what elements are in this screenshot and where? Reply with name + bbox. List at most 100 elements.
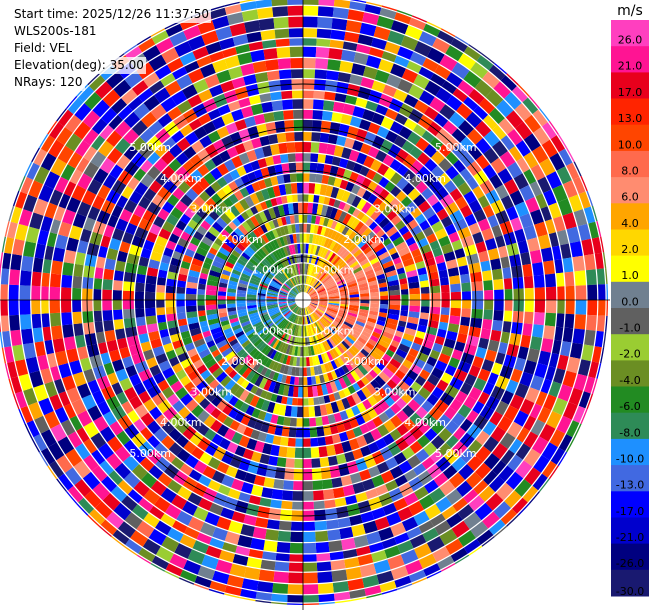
velocity-gate bbox=[288, 296, 296, 299]
velocity-gate bbox=[184, 342, 195, 352]
velocity-gate bbox=[305, 307, 308, 315]
velocity-gate bbox=[217, 233, 227, 243]
velocity-gate bbox=[143, 188, 157, 202]
velocity-gate bbox=[368, 369, 378, 379]
velocity-gate bbox=[127, 410, 140, 424]
velocity-gate bbox=[149, 80, 165, 95]
velocity-gate bbox=[213, 383, 224, 395]
velocity-gate bbox=[247, 416, 258, 429]
velocity-gate bbox=[389, 300, 401, 306]
velocity-gate bbox=[190, 169, 203, 182]
velocity-gate bbox=[329, 465, 341, 478]
velocity-gate bbox=[119, 208, 133, 223]
velocity-gate bbox=[63, 249, 77, 264]
velocity-gate bbox=[229, 338, 239, 347]
velocity-gate bbox=[415, 213, 427, 225]
velocity-gate bbox=[336, 279, 345, 285]
velocity-gate bbox=[416, 352, 429, 363]
velocity-gate bbox=[112, 529, 130, 545]
velocity-gate bbox=[19, 300, 31, 315]
velocity-gate bbox=[303, 386, 309, 398]
velocity-gate bbox=[247, 307, 258, 312]
velocity-gate bbox=[67, 431, 83, 448]
velocity-gate bbox=[330, 559, 346, 571]
velocity-gate bbox=[523, 431, 539, 448]
velocity-gate bbox=[226, 12, 244, 26]
velocity-gate bbox=[224, 531, 240, 545]
velocity-gate bbox=[288, 293, 296, 298]
velocity-gate bbox=[548, 232, 559, 248]
velocity-gate bbox=[272, 435, 282, 445]
velocity-gate bbox=[556, 166, 572, 185]
velocity-gate bbox=[41, 313, 50, 328]
velocity-gate bbox=[525, 197, 540, 213]
velocity-gate bbox=[254, 147, 265, 160]
velocity-gate bbox=[586, 314, 597, 331]
velocity-gate bbox=[450, 547, 468, 562]
velocity-gate bbox=[334, 93, 347, 103]
velocity-gate bbox=[193, 231, 204, 241]
velocity-gate bbox=[365, 169, 377, 180]
velocity-gate bbox=[148, 259, 160, 270]
velocity-gate bbox=[360, 214, 370, 224]
velocity-gate bbox=[93, 278, 103, 290]
velocity-gate bbox=[295, 286, 300, 294]
velocity-gate bbox=[393, 497, 408, 511]
velocity-gate bbox=[114, 462, 131, 480]
velocity-gate bbox=[446, 95, 463, 111]
velocity-gate bbox=[239, 351, 249, 361]
velocity-gate bbox=[320, 353, 327, 364]
velocity-gate bbox=[243, 74, 257, 86]
velocity-gate bbox=[206, 309, 218, 316]
velocity-gate bbox=[324, 499, 336, 509]
velocity-gate bbox=[546, 411, 562, 429]
velocity-gate bbox=[155, 37, 174, 54]
velocity-gate bbox=[245, 369, 256, 382]
velocity-gate bbox=[345, 228, 354, 238]
velocity-gate bbox=[515, 443, 531, 460]
velocity-gate bbox=[279, 226, 286, 236]
velocity-gate bbox=[158, 321, 168, 331]
velocity-gate bbox=[280, 288, 289, 294]
velocity-gate bbox=[303, 28, 318, 38]
velocity-gate bbox=[278, 301, 287, 304]
velocity-gate bbox=[504, 92, 522, 110]
velocity-gate bbox=[303, 367, 307, 377]
velocity-gate bbox=[338, 390, 346, 399]
velocity-gate bbox=[180, 569, 198, 583]
velocity-gate bbox=[573, 373, 588, 391]
velocity-gate bbox=[419, 345, 432, 356]
velocity-gate bbox=[344, 319, 355, 326]
velocity-gate bbox=[285, 311, 292, 319]
velocity-gate bbox=[439, 480, 456, 496]
velocity-gate bbox=[32, 327, 44, 343]
velocity-gate bbox=[534, 221, 548, 237]
velocity-gate bbox=[431, 435, 445, 450]
velocity-gate bbox=[238, 279, 249, 286]
velocity-gate bbox=[49, 189, 63, 206]
velocity-gate bbox=[262, 39, 277, 49]
velocity-gate bbox=[357, 336, 367, 345]
velocity-gate bbox=[441, 300, 450, 308]
velocity-gate bbox=[272, 278, 283, 286]
velocity-gate bbox=[348, 285, 358, 291]
velocity-gate bbox=[319, 301, 328, 304]
velocity-gate bbox=[313, 99, 324, 110]
velocity-gate bbox=[445, 538, 464, 555]
velocity-gate bbox=[282, 235, 289, 246]
velocity-gate bbox=[28, 402, 43, 420]
velocity-gate bbox=[209, 269, 221, 278]
velocity-gate bbox=[262, 443, 273, 455]
velocity-gate bbox=[332, 487, 345, 499]
velocity-gate bbox=[363, 327, 373, 335]
velocity-gate bbox=[122, 231, 134, 244]
velocity-gate bbox=[112, 290, 122, 300]
velocity-gate bbox=[113, 270, 124, 281]
velocity-gate bbox=[514, 228, 526, 243]
velocity-gate bbox=[328, 302, 340, 306]
velocity-gate bbox=[324, 91, 336, 101]
velocity-gate bbox=[310, 295, 318, 298]
velocity-gate bbox=[287, 300, 296, 303]
velocity-gate bbox=[66, 348, 79, 363]
velocity-gate bbox=[273, 479, 284, 490]
